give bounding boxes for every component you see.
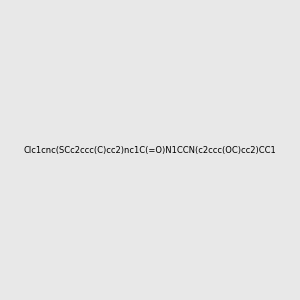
Text: Clc1cnc(SCc2ccc(C)cc2)nc1C(=O)N1CCN(c2ccc(OC)cc2)CC1: Clc1cnc(SCc2ccc(C)cc2)nc1C(=O)N1CCN(c2cc… [24,146,276,154]
